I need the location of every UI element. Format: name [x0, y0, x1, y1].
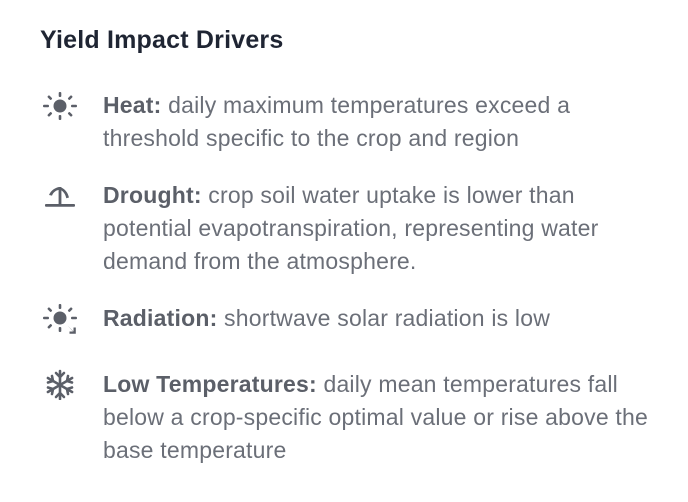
driver-heat-text: Heat: daily maximum temperatures exceed … — [103, 89, 648, 155]
driver-low-temperatures-label: Low Temperatures: — [103, 371, 317, 397]
sun-icon — [40, 89, 80, 121]
panel-title: Yield Impact Drivers — [40, 26, 284, 54]
driver-radiation-description: shortwave solar radiation is low — [217, 305, 551, 331]
driver-drought: Drought: crop soil water uptake is lower… — [40, 179, 648, 278]
driver-heat: Heat: daily maximum temperatures exceed … — [40, 89, 648, 155]
driver-radiation-label: Radiation: — [103, 305, 218, 331]
driver-low-temperatures-text: Low Temperatures: daily mean temperature… — [103, 368, 648, 467]
driver-heat-label: Heat: — [103, 92, 162, 118]
driver-drought-label: Drought: — [103, 182, 202, 208]
snowflake-icon — [40, 368, 80, 400]
drought-plant-icon — [40, 179, 80, 211]
sun-low-radiation-icon — [40, 302, 80, 334]
driver-radiation: Radiation: shortwave solar radiation is … — [40, 302, 648, 335]
driver-heat-description: daily maximum temperatures exceed a thre… — [103, 92, 571, 151]
driver-drought-description: crop soil water uptake is lower than pot… — [103, 182, 599, 274]
driver-low-temperatures-description: daily mean temperatures fall below a cro… — [103, 371, 648, 463]
driver-drought-text: Drought: crop soil water uptake is lower… — [103, 179, 648, 278]
driver-low-temperatures: Low Temperatures: daily mean temperature… — [40, 368, 648, 467]
driver-radiation-text: Radiation: shortwave solar radiation is … — [103, 302, 648, 335]
